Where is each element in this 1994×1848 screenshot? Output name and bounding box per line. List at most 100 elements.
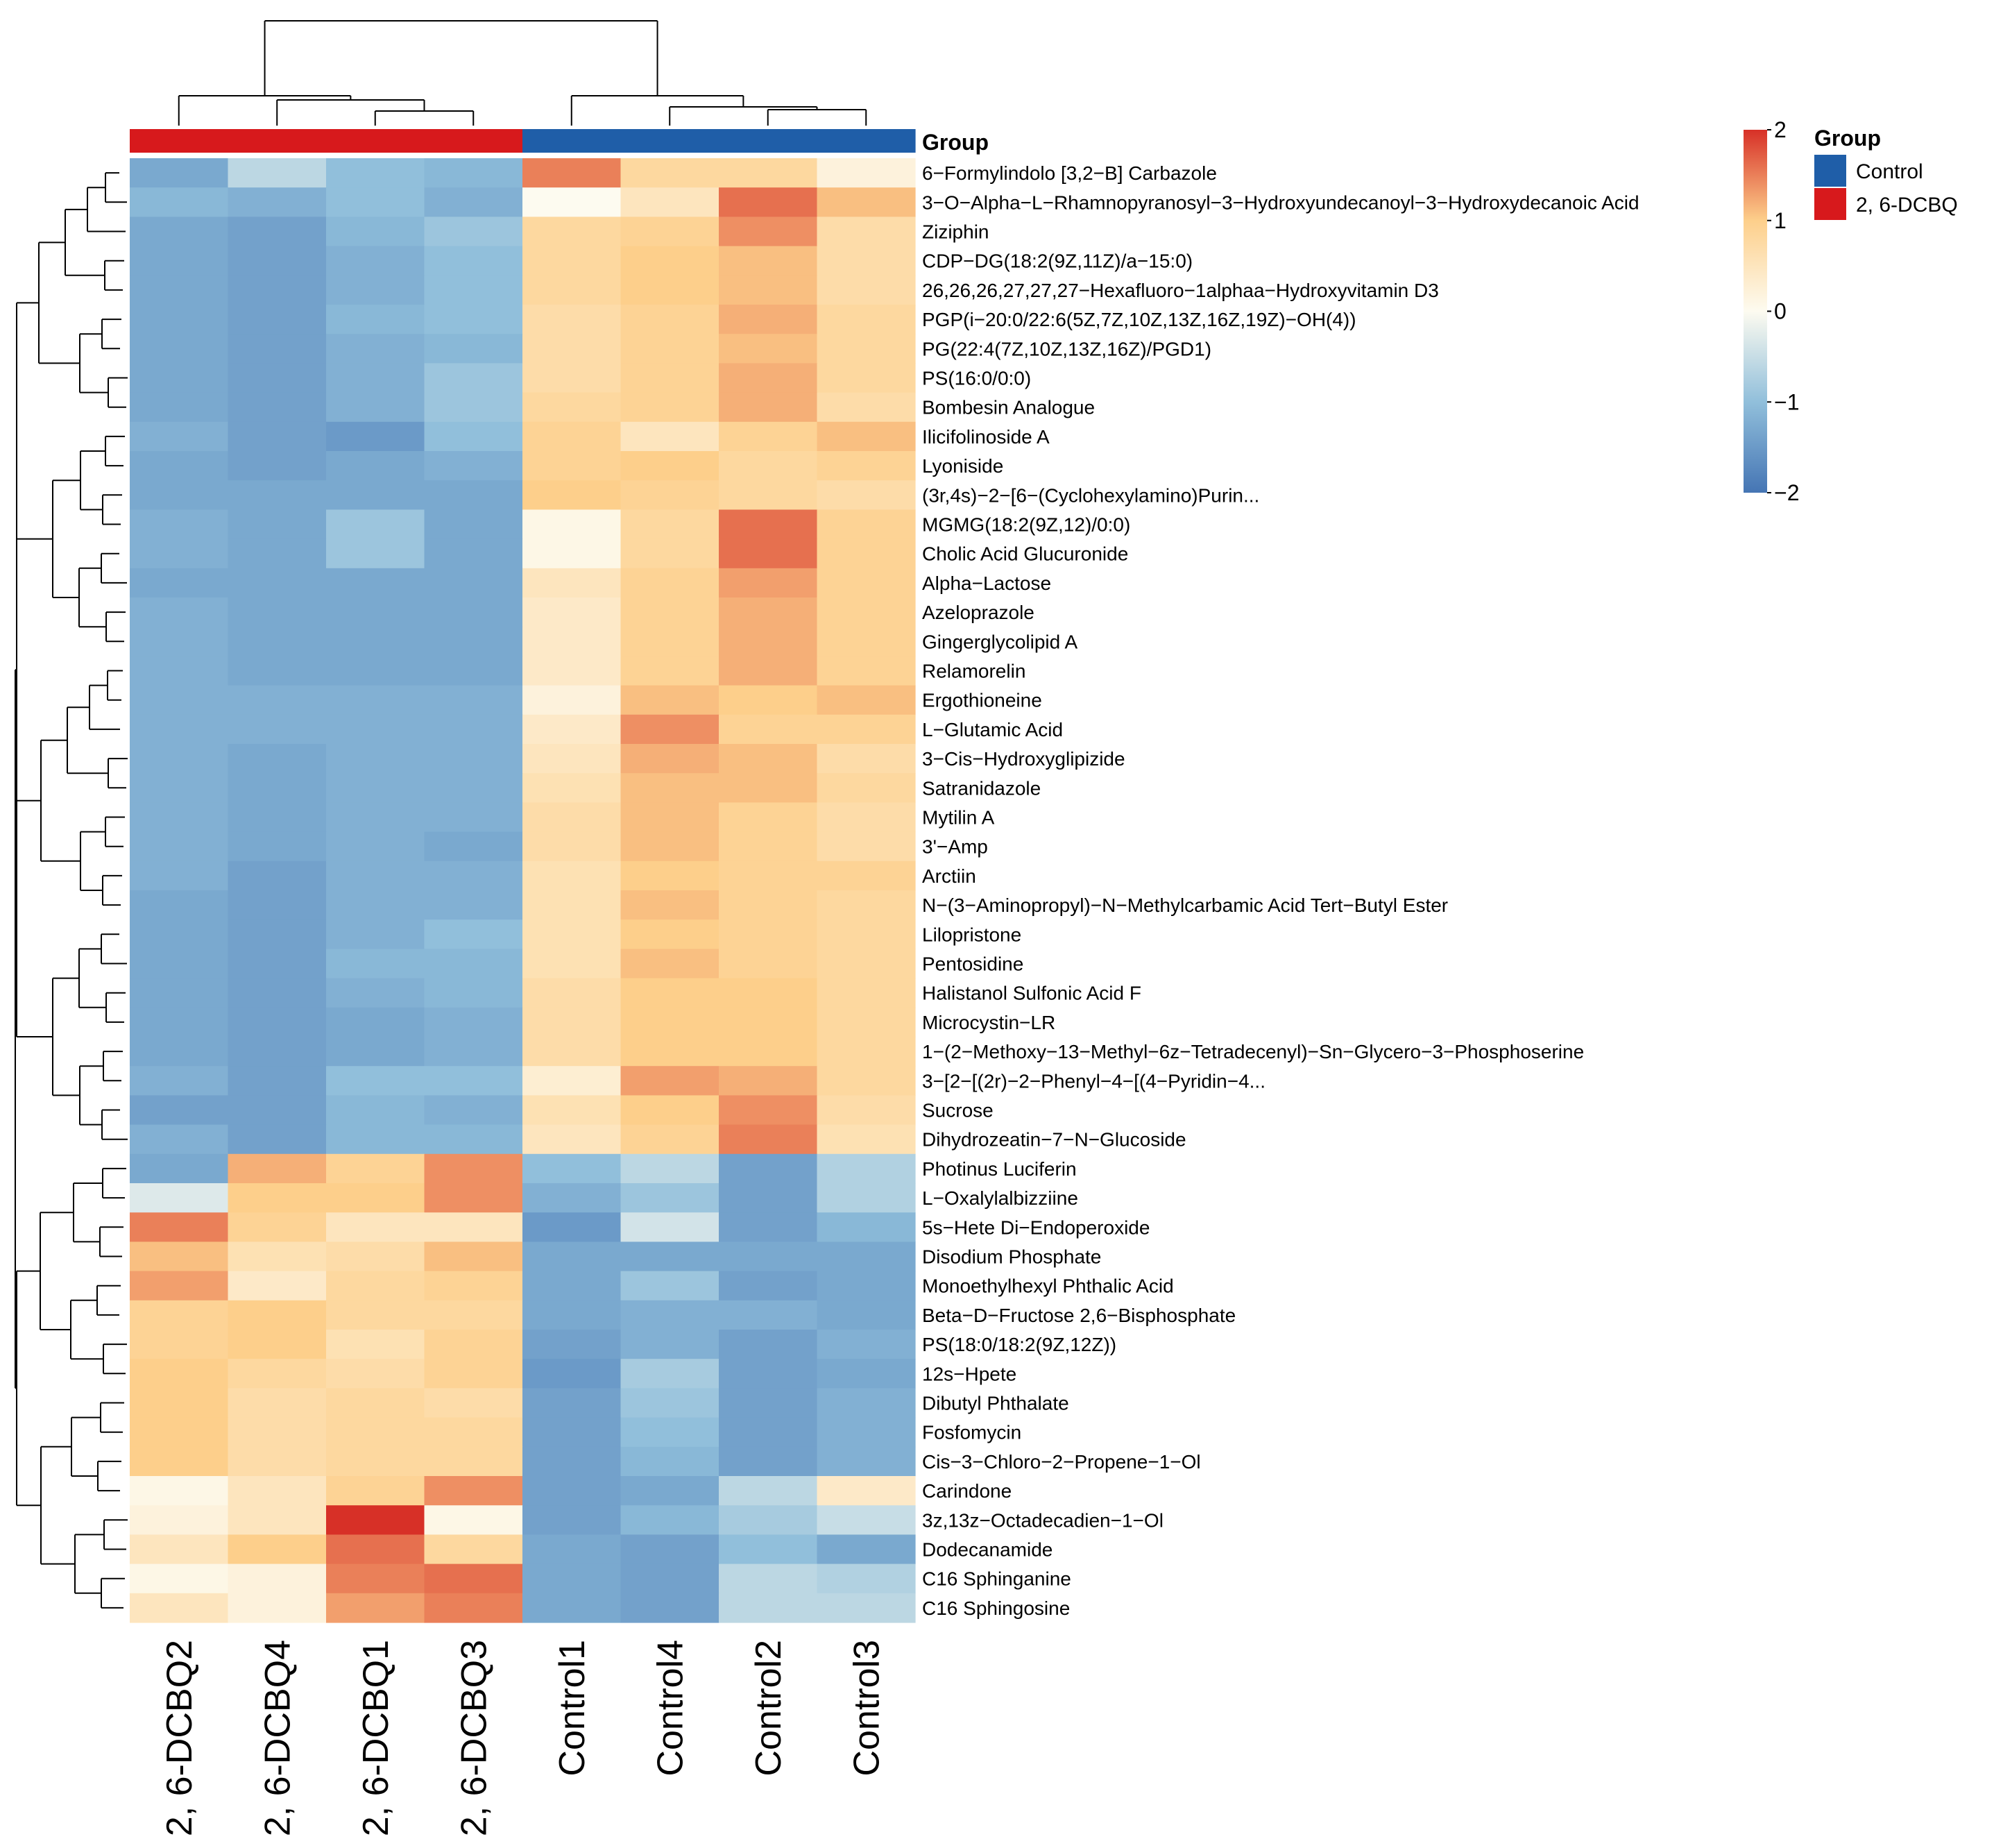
column-label: Control2 bbox=[749, 1640, 789, 1777]
heatmap-cell bbox=[719, 187, 818, 217]
heatmap-cell bbox=[424, 246, 523, 276]
heatmap-cell bbox=[424, 1095, 523, 1126]
heatmap-cell bbox=[424, 392, 523, 423]
heatmap-cell bbox=[424, 1476, 523, 1506]
heatmap-cell bbox=[719, 217, 818, 247]
heatmap-cell bbox=[228, 890, 327, 920]
heatmap-cell bbox=[228, 1300, 327, 1330]
heatmap-cell bbox=[228, 1095, 327, 1126]
heatmap-cell bbox=[719, 597, 818, 627]
heatmap-cell bbox=[817, 714, 916, 745]
column-label: Control1 bbox=[552, 1640, 593, 1777]
heatmap-cell bbox=[130, 421, 229, 452]
heatmap-cell bbox=[719, 1271, 818, 1301]
row-label: 5s−Hete Di−Endoperoxide bbox=[922, 1217, 1150, 1238]
heatmap-cell bbox=[719, 539, 818, 569]
heatmap-cell bbox=[326, 246, 425, 276]
heatmap-cell bbox=[620, 187, 719, 217]
heatmap-cell bbox=[130, 246, 229, 276]
heatmap-cell bbox=[228, 656, 327, 686]
heatmap-cell bbox=[620, 1037, 719, 1067]
heatmap-cell bbox=[424, 949, 523, 979]
heatmap-cell bbox=[817, 802, 916, 833]
heatmap-cell bbox=[620, 1563, 719, 1594]
heatmap-cell bbox=[326, 744, 425, 774]
heatmap-cell bbox=[326, 685, 425, 715]
column-label: Control4 bbox=[650, 1640, 690, 1777]
heatmap-cell bbox=[130, 1153, 229, 1184]
heatmap-cell bbox=[719, 1300, 818, 1330]
heatmap-cell bbox=[522, 1153, 622, 1184]
heatmap-cell bbox=[817, 1183, 916, 1213]
heatmap-cell bbox=[817, 744, 916, 774]
heatmap-cell bbox=[522, 451, 622, 481]
heatmap-cell bbox=[817, 509, 916, 540]
legend-label-control: Control bbox=[1856, 160, 1923, 183]
heatmap-cell bbox=[620, 509, 719, 540]
heatmap-cell bbox=[424, 480, 523, 510]
heatmap-cell bbox=[522, 334, 622, 364]
heatmap-cell bbox=[719, 1007, 818, 1037]
heatmap-cell bbox=[228, 1563, 327, 1594]
heatmap-cell bbox=[228, 1476, 327, 1506]
heatmap-cell bbox=[228, 744, 327, 774]
heatmap-cell bbox=[522, 1066, 622, 1096]
heatmap-cell bbox=[620, 1212, 719, 1242]
heatmap-cell bbox=[326, 773, 425, 803]
heatmap-cell bbox=[817, 1241, 916, 1272]
heatmap-cell bbox=[620, 949, 719, 979]
heatmap-cell bbox=[326, 1563, 425, 1594]
heatmap-cell bbox=[719, 392, 818, 423]
heatmap-cell bbox=[424, 217, 523, 247]
annotation-cell bbox=[719, 129, 818, 153]
heatmap-cell bbox=[522, 978, 622, 1008]
heatmap-cell bbox=[522, 509, 622, 540]
heatmap-cell bbox=[130, 1124, 229, 1155]
heatmap-cell bbox=[326, 1271, 425, 1301]
heatmap-cell bbox=[424, 744, 523, 774]
heatmap-cell bbox=[424, 1037, 523, 1067]
heatmap-cell bbox=[326, 1183, 425, 1213]
heatmap-cell bbox=[522, 275, 622, 305]
row-label: CDP−DG(18:2(9Z,11Z)/a−15:0) bbox=[922, 251, 1193, 272]
heatmap-cell bbox=[424, 1271, 523, 1301]
heatmap-cell bbox=[424, 1359, 523, 1389]
heatmap-cell bbox=[228, 246, 327, 276]
heatmap-cell bbox=[620, 1124, 719, 1155]
heatmap-cell bbox=[326, 1476, 425, 1506]
color-scale-tick-label: 0 bbox=[1774, 299, 1787, 324]
heatmap-cell bbox=[326, 1153, 425, 1184]
heatmap-cell bbox=[228, 919, 327, 949]
heatmap-cell bbox=[326, 1505, 425, 1535]
annotation-cell bbox=[228, 129, 327, 153]
heatmap-cell bbox=[522, 802, 622, 833]
heatmap-cell bbox=[719, 1534, 818, 1565]
heatmap-cell bbox=[326, 1007, 425, 1037]
row-label: Halistanol Sulfonic Acid F bbox=[922, 983, 1141, 1004]
annotation-cell bbox=[130, 129, 229, 153]
heatmap-cell bbox=[817, 1300, 916, 1330]
heatmap-cell bbox=[817, 831, 916, 862]
heatmap-cell bbox=[719, 305, 818, 334]
heatmap-cell bbox=[620, 802, 719, 833]
heatmap-cell bbox=[130, 1446, 229, 1477]
heatmap-cell bbox=[228, 451, 327, 481]
heatmap-cell bbox=[326, 539, 425, 569]
heatmap-cell bbox=[620, 568, 719, 598]
heatmap-cell bbox=[620, 831, 719, 862]
heatmap-cell bbox=[620, 275, 719, 305]
column-labels: 2, 6-DCBQ2 2, 6-DCBQ4 2, 6-DCBQ1 2, 6-DCBQ3… bbox=[160, 1640, 887, 1836]
heatmap-cell bbox=[424, 1330, 523, 1359]
heatmap-cell bbox=[719, 802, 818, 833]
row-label: Sucrose bbox=[922, 1100, 994, 1121]
heatmap-cell bbox=[326, 568, 425, 598]
heatmap-cell bbox=[326, 890, 425, 920]
heatmap-cell bbox=[424, 1505, 523, 1535]
heatmap-cell bbox=[130, 1359, 229, 1389]
heatmap-cell bbox=[719, 1037, 818, 1067]
heatmap-cell bbox=[130, 890, 229, 920]
legend-swatch-control bbox=[1814, 155, 1846, 187]
heatmap-cell bbox=[817, 1388, 916, 1418]
heatmap-cell bbox=[817, 1066, 916, 1096]
